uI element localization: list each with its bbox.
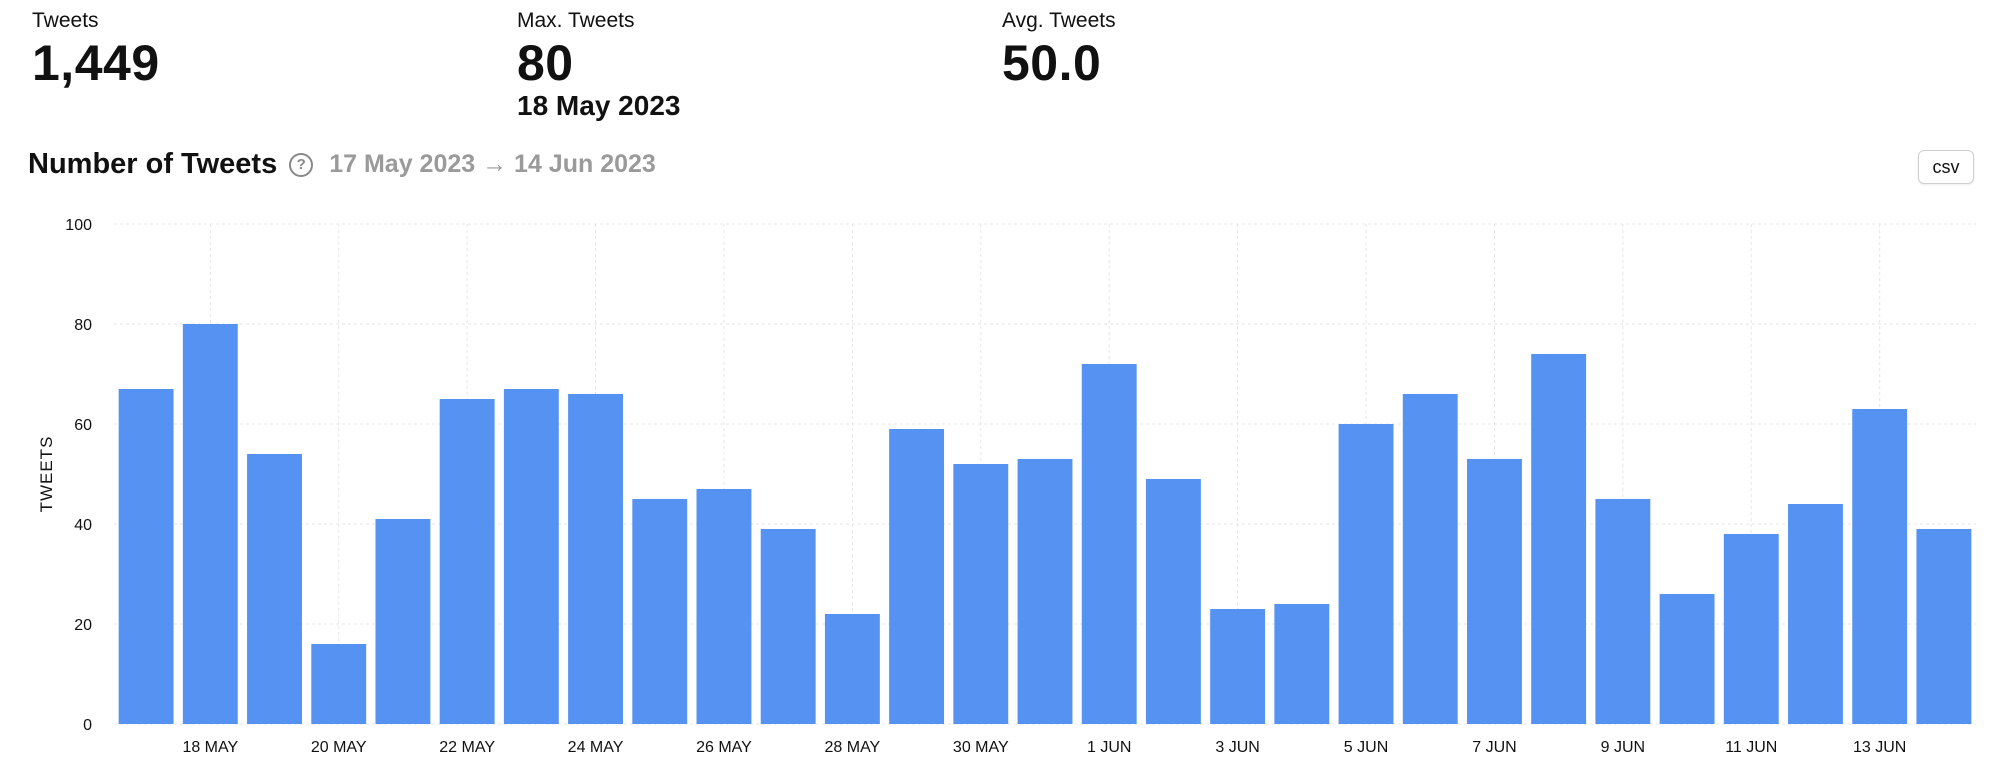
bar-29-may <box>889 429 945 724</box>
stat-tweets-label: Tweets <box>32 9 99 32</box>
stat-max-date: 18 May 2023 <box>517 90 681 121</box>
bar-12-jun <box>1788 504 1843 724</box>
y-tick-label: 80 <box>74 317 92 334</box>
bar-19-may <box>247 454 302 724</box>
bar-9-jun <box>1595 499 1651 724</box>
stat-max-value: 80 <box>517 35 574 91</box>
x-tick-label: 9 JUN <box>1601 739 1645 756</box>
bar-14-jun <box>1916 529 1972 724</box>
chart-header: Number of Tweets ? 17 May 2023 → 14 Jun … <box>28 148 656 181</box>
x-tick-label: 24 MAY <box>568 739 624 756</box>
bar-31-may <box>1017 459 1073 724</box>
csv-download-button[interactable]: csv <box>1918 150 1974 184</box>
bar-23-may <box>503 389 559 724</box>
stat-max-label: Max. Tweets <box>517 9 635 32</box>
bar-28-may <box>824 614 880 724</box>
bar-26-may <box>696 489 752 724</box>
x-tick-label: 11 JUN <box>1725 739 1777 756</box>
stat-tweets-value: 1,449 <box>32 35 160 91</box>
bar-5-jun <box>1338 424 1394 724</box>
stat-avg-label: Avg. Tweets <box>1002 9 1116 32</box>
stat-avg-tweets: Avg. Tweets 50.0 <box>1002 8 1116 90</box>
x-tick-label: 20 MAY <box>311 739 367 756</box>
bar-30-may <box>953 464 1009 724</box>
bar-3-jun <box>1210 609 1266 724</box>
date-range: 17 May 2023 → 14 Jun 2023 <box>329 150 656 178</box>
bar-22-may <box>439 399 495 724</box>
tweets-bar-chart: 0 20 40 60 80 100 18 MAY 20 MAY 22 MAY 24 MAY 26 M… <box>37 217 1976 756</box>
x-tick-label: 3 JUN <box>1215 739 1259 756</box>
bar-17-may <box>118 389 174 724</box>
y-tick-label: 100 <box>65 217 92 234</box>
bar-13-jun <box>1852 409 1908 724</box>
x-tick-label: 28 MAY <box>825 739 881 756</box>
x-tick-label: 26 MAY <box>696 739 752 756</box>
y-tick-label: 0 <box>83 717 92 734</box>
chart-title: Number of Tweets <box>28 148 278 180</box>
y-tick-label: 60 <box>74 417 92 434</box>
y-tick-label: 20 <box>74 617 92 634</box>
x-tick-label: 18 MAY <box>182 739 238 756</box>
x-tick-label: 30 MAY <box>953 739 1009 756</box>
bar-10-jun <box>1659 594 1715 724</box>
bar-25-may <box>632 499 688 724</box>
bar-8-jun <box>1531 354 1587 724</box>
bar-1-jun <box>1081 364 1137 724</box>
stat-avg-value: 50.0 <box>1002 35 1102 91</box>
bar-18-may <box>182 324 238 724</box>
stat-max-tweets: Max. Tweets 80 18 May 2023 <box>517 8 680 122</box>
x-tick-label: 1 JUN <box>1087 739 1131 756</box>
stat-tweets: Tweets 1,449 <box>32 8 160 90</box>
bar-6-jun <box>1402 394 1458 724</box>
bar-20-may <box>311 644 367 724</box>
x-tick-label: 22 MAY <box>439 739 495 756</box>
x-tick-label: 5 JUN <box>1344 739 1388 756</box>
bar-4-jun <box>1274 604 1330 724</box>
y-tick-label: 40 <box>74 517 92 534</box>
x-tick-label: 7 JUN <box>1472 739 1516 756</box>
x-tick-label: 13 JUN <box>1853 739 1906 756</box>
bar-2-jun <box>1145 479 1201 724</box>
bar-27-may <box>760 529 816 724</box>
bar-7-jun <box>1466 459 1522 724</box>
question-circle-icon[interactable]: ? <box>289 152 314 177</box>
y-axis-label: TWEETS <box>37 436 56 513</box>
bar-24-may <box>568 394 624 724</box>
bar-21-may <box>375 519 431 724</box>
bar-11-jun <box>1723 534 1779 724</box>
